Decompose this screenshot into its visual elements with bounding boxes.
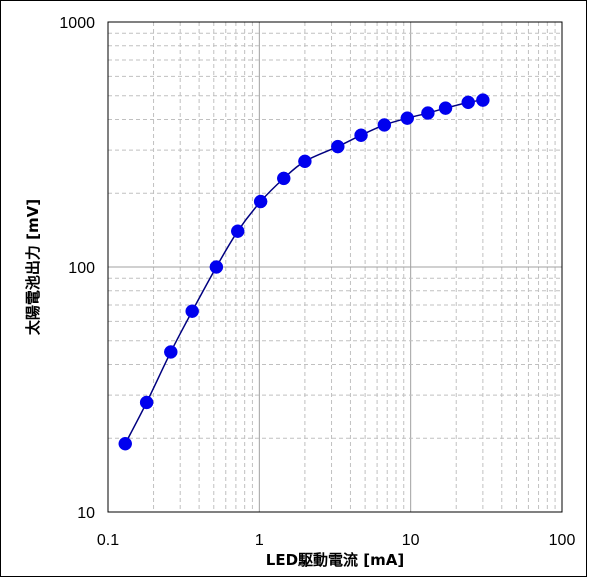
- x-tick-label: 1: [255, 532, 264, 549]
- y-tick-label: 100: [68, 260, 95, 277]
- grid-lines: [108, 22, 562, 512]
- x-tick-label: 10: [402, 532, 420, 549]
- y-tick-label: 1000: [59, 15, 95, 32]
- data-point: [476, 93, 490, 107]
- x-tick-label: 100: [549, 532, 576, 549]
- data-point: [209, 260, 224, 274]
- data-point: [298, 154, 312, 169]
- data-point: [461, 95, 475, 110]
- data-point: [377, 118, 392, 132]
- data-point: [354, 128, 368, 142]
- x-axis-label: LED駆動電流 [mA]: [266, 551, 404, 569]
- data-point: [185, 304, 199, 318]
- plot-area: [107, 21, 563, 513]
- tick-labels: 0.1 1 10 100 10 100 1000: [59, 15, 575, 549]
- data-point: [421, 106, 435, 120]
- data-point: [164, 345, 178, 359]
- y-tick-label: 10: [77, 505, 95, 522]
- data-point: [277, 171, 291, 186]
- data-point: [438, 101, 453, 115]
- data-point: [139, 395, 154, 410]
- series-line: [124, 99, 483, 445]
- data-point: [331, 139, 345, 154]
- data-point: [253, 194, 268, 209]
- data-point: [400, 111, 415, 125]
- y-axis-label: 太陽電池出力 [mV]: [24, 199, 42, 335]
- data-point: [230, 224, 245, 238]
- data-point: [118, 436, 132, 451]
- data-markers: [118, 93, 490, 451]
- x-tick-label: 0.1: [97, 532, 119, 549]
